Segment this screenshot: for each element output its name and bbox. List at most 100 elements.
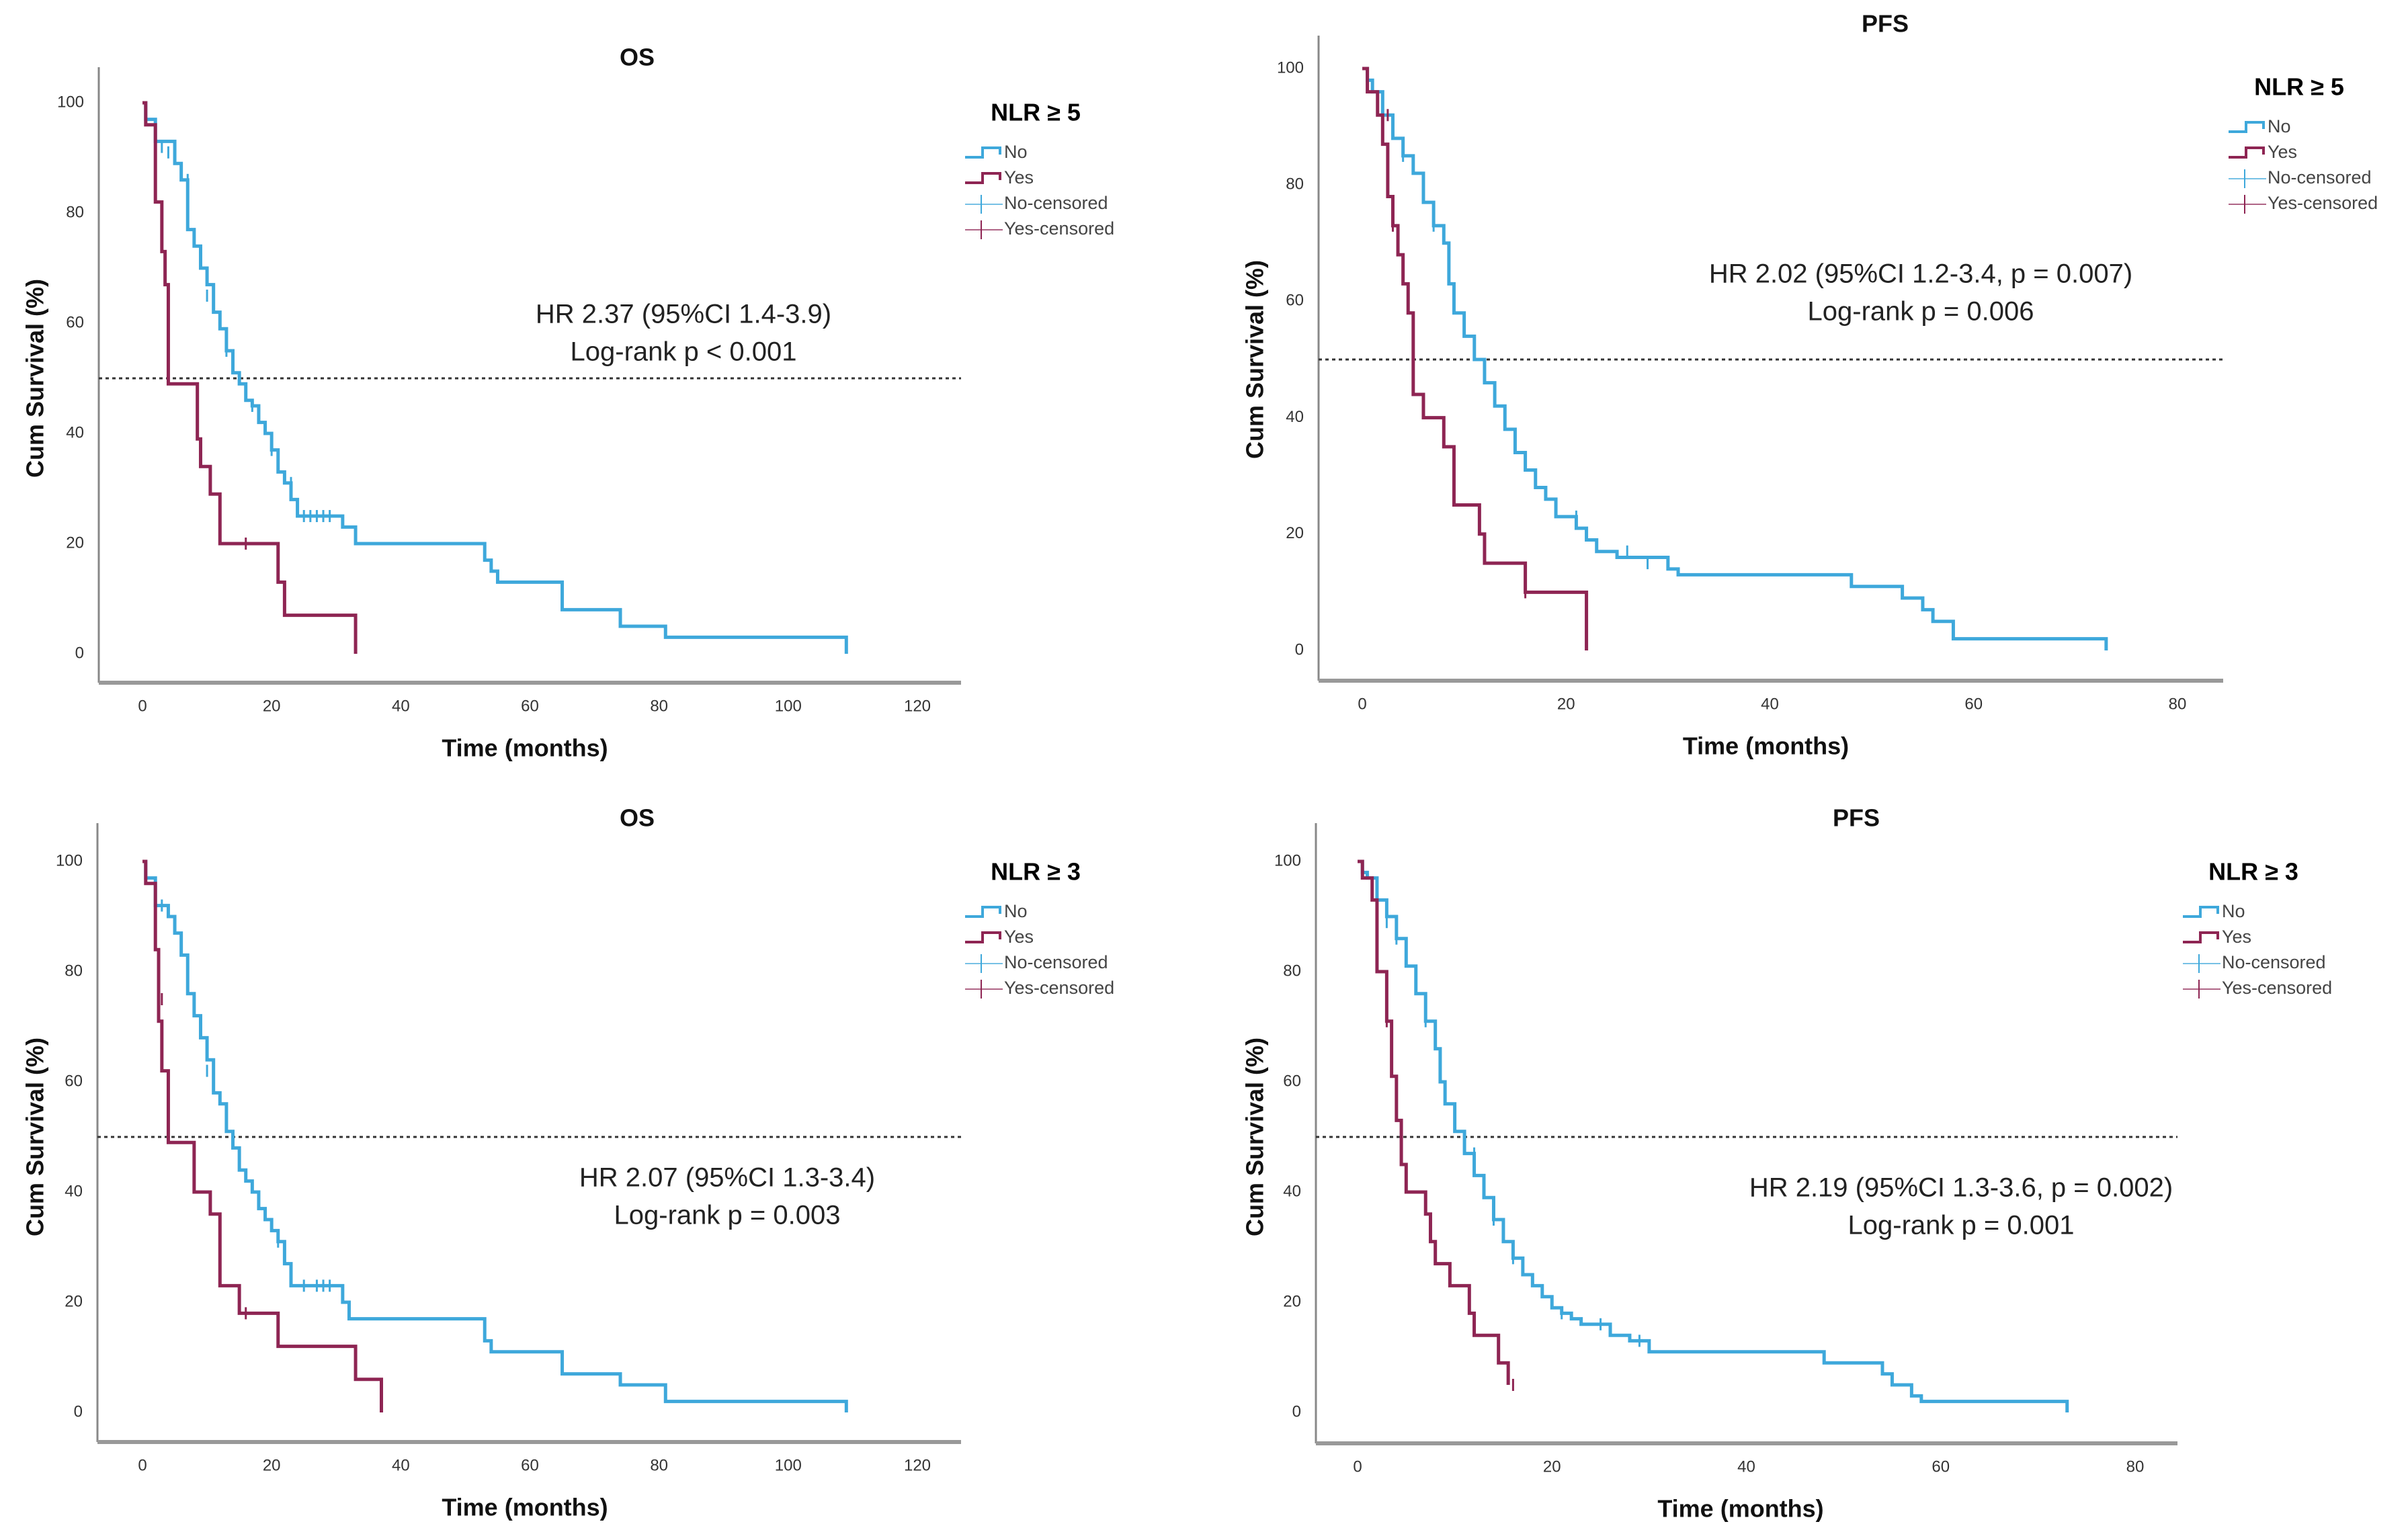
x-tick-label: 0 xyxy=(1353,1457,1362,1476)
log-rank-annotation: Log-rank p = 0.003 xyxy=(614,1201,841,1230)
x-tick-label: 20 xyxy=(1557,695,1575,713)
survival-curve-no xyxy=(142,859,848,1412)
x-tick-label: 80 xyxy=(650,1456,668,1474)
legend-entry: No-censored xyxy=(1004,952,1108,972)
legend-swatch-yes-icon xyxy=(965,931,1001,943)
y-tick-label: 40 xyxy=(1283,1182,1301,1200)
x-tick-label: 120 xyxy=(904,697,931,715)
legend: NLR ≥ 3 No Yes No-censored Yes-censored xyxy=(2183,858,2332,999)
panel-title: PFS xyxy=(1833,804,1880,832)
y-tick-label: 60 xyxy=(1283,1072,1301,1090)
y-axis-title: Cum Survival (%) xyxy=(22,1037,49,1236)
y-tick-label: 40 xyxy=(1286,408,1304,426)
survival-curve-yes xyxy=(142,101,358,654)
y-tick-label: 40 xyxy=(65,1182,83,1200)
x-tick-label: 60 xyxy=(521,1456,539,1474)
panel-os-nlr3: 0 20 40 60 80 100 0 20 40 60 80 100 120 Time (months)… xyxy=(22,804,1115,1521)
x-axis-title: Time (months) xyxy=(442,1494,608,1521)
hazard-ratio-annotation: HR 2.07 (95%CI 1.3-3.4) xyxy=(579,1163,875,1193)
legend-title: NLR ≥ 3 xyxy=(991,858,1081,886)
panel-title: OS xyxy=(620,804,655,832)
legend-title: NLR ≥ 5 xyxy=(2254,73,2344,101)
legend-swatch-yes-icon xyxy=(965,172,1001,184)
legend-entry: Yes xyxy=(2268,142,2297,162)
legend: NLR ≥ 3 No Yes No-censored Yes-censored xyxy=(965,858,1114,999)
legend-swatch-no-icon xyxy=(965,906,1001,918)
y-tick-label: 60 xyxy=(65,1072,83,1090)
panel-pfs-nlr5: 0 20 40 60 80 100 0 20 40 60 80 Time (months) Cum Su… xyxy=(1241,10,2378,760)
x-tick-label: 40 xyxy=(1737,1457,1755,1476)
y-tick-label: 0 xyxy=(75,644,84,662)
y-tick-label: 100 xyxy=(57,93,84,111)
survival-curve-no xyxy=(1358,859,2069,1412)
x-tick-label: 0 xyxy=(138,1456,147,1474)
survival-curve-yes xyxy=(1362,67,1589,650)
legend-entry: No-censored xyxy=(2222,952,2326,972)
x-tick-label: 80 xyxy=(650,697,668,715)
y-tick-label: 40 xyxy=(66,423,84,441)
y-tick-label: 20 xyxy=(65,1292,83,1310)
legend-entry: Yes-censored xyxy=(1004,218,1114,239)
y-tick-label: 80 xyxy=(1286,175,1304,194)
y-tick-label: 20 xyxy=(1283,1292,1301,1310)
legend-entry: Yes xyxy=(2222,927,2251,947)
legend-entry: No xyxy=(1004,142,1028,162)
legend-entry: Yes xyxy=(1004,927,1034,947)
x-tick-label: 40 xyxy=(392,1456,410,1474)
x-tick-label: 80 xyxy=(2126,1457,2145,1476)
panel-pfs-nlr3: 0 20 40 60 80 100 0 20 40 60 80 Time (months) Cum Su… xyxy=(1241,804,2333,1523)
x-tick-label: 60 xyxy=(521,697,539,715)
y-axis-title: Cum Survival (%) xyxy=(1241,1037,1269,1236)
legend-title: NLR ≥ 3 xyxy=(2208,858,2298,886)
log-rank-annotation: Log-rank p = 0.006 xyxy=(1808,297,2034,327)
x-axis-title: Time (months) xyxy=(1657,1495,1823,1523)
y-tick-label: 80 xyxy=(66,203,84,221)
y-tick-label: 60 xyxy=(1286,292,1304,310)
x-tick-label: 40 xyxy=(392,697,410,715)
legend-entry: No-censored xyxy=(2268,167,2372,187)
y-tick-label: 0 xyxy=(1295,640,1304,659)
legend-entry: No-censored xyxy=(1004,193,1108,213)
panel-title: OS xyxy=(620,44,655,71)
x-tick-label: 120 xyxy=(904,1456,931,1474)
survival-curve-no xyxy=(142,101,848,654)
x-tick-label: 20 xyxy=(263,1456,281,1474)
legend-title: NLR ≥ 5 xyxy=(991,99,1081,126)
log-rank-annotation: Log-rank p = 0.001 xyxy=(1848,1211,2075,1240)
y-axis-title: Cum Survival (%) xyxy=(22,279,49,478)
hazard-ratio-annotation: HR 2.37 (95%CI 1.4-3.9) xyxy=(536,300,831,329)
x-axis-title: Time (months) xyxy=(1683,732,1849,760)
legend-entry: Yes-censored xyxy=(1004,978,1114,998)
y-tick-label: 0 xyxy=(1292,1402,1301,1421)
legend: NLR ≥ 5 No Yes No-censored Yes-censored xyxy=(965,99,1114,239)
survival-curve-yes xyxy=(1358,859,1510,1385)
y-tick-label: 20 xyxy=(1286,524,1304,542)
legend-swatch-no-icon xyxy=(2229,121,2265,133)
x-tick-label: 20 xyxy=(263,697,281,715)
y-tick-label: 60 xyxy=(66,313,84,331)
x-tick-label: 20 xyxy=(1543,1457,1561,1476)
panel-os-nlr5: 0 20 40 60 80 100 0 20 40 60 80 100 120 Time (months)… xyxy=(22,44,1115,762)
legend-entry: Yes-censored xyxy=(2268,193,2378,213)
y-tick-label: 80 xyxy=(65,962,83,980)
x-tick-label: 60 xyxy=(1932,1457,1950,1476)
y-tick-label: 80 xyxy=(1283,962,1301,980)
y-tick-label: 100 xyxy=(56,851,83,870)
legend-entry: No xyxy=(2222,901,2245,921)
legend-swatch-yes-icon xyxy=(2183,931,2219,943)
legend-entry: Yes xyxy=(1004,167,1034,187)
x-tick-label: 80 xyxy=(2169,695,2187,713)
y-tick-label: 20 xyxy=(66,534,84,552)
x-tick-label: 100 xyxy=(775,697,802,715)
y-tick-label: 100 xyxy=(1274,851,1301,870)
legend-entry: No xyxy=(1004,901,1028,921)
x-tick-label: 60 xyxy=(1964,695,1983,713)
x-axis-title: Time (months) xyxy=(442,734,608,762)
legend-swatch-no-icon xyxy=(965,146,1001,159)
survival-curve-yes xyxy=(142,859,384,1412)
x-tick-label: 0 xyxy=(138,697,147,715)
x-tick-label: 0 xyxy=(1358,695,1366,713)
legend-entry: No xyxy=(2268,116,2291,136)
legend-swatch-yes-icon xyxy=(2229,146,2265,159)
legend-swatch-no-icon xyxy=(2183,906,2219,918)
